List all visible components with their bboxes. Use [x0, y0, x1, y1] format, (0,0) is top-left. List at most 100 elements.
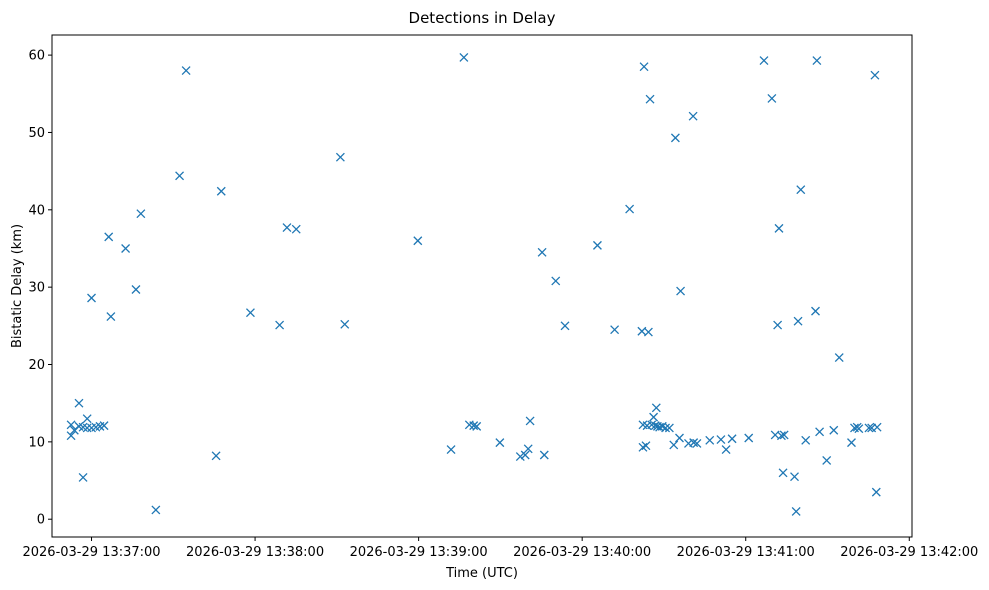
data-point [676, 286, 686, 296]
x-tick-label: 2026-03-29 13:39:00 [350, 545, 488, 560]
data-point [871, 487, 881, 497]
data-point [469, 421, 479, 431]
data-point [692, 438, 702, 448]
data-point [854, 424, 864, 434]
y-tick-label: 40 [28, 203, 45, 218]
data-point [796, 185, 806, 195]
plot-area-frame [51, 34, 913, 538]
data-point [870, 70, 880, 80]
data-point [78, 472, 88, 482]
data-point [815, 427, 825, 437]
data-point [131, 285, 141, 294]
data-point [716, 435, 726, 444]
data-point [104, 232, 114, 242]
data-point [625, 204, 635, 214]
data-point [779, 430, 789, 440]
data-point [136, 209, 146, 219]
x-tick-label: 2026-03-29 13:37:00 [22, 545, 160, 560]
data-point [74, 398, 84, 408]
data-point [872, 422, 882, 432]
data-point [638, 442, 648, 452]
data-point [688, 111, 698, 121]
data-point [151, 505, 161, 515]
data-point [727, 434, 737, 444]
x-axis-label: Time (UTC) [445, 566, 518, 581]
data-point [812, 56, 822, 65]
chart-title: Detections in Delay [409, 9, 556, 27]
y-axis-label: Bistatic Delay (km) [10, 224, 25, 348]
y-tick-label: 30 [28, 281, 45, 296]
data-point [847, 438, 856, 448]
data-point [661, 423, 671, 433]
y-tick-label: 10 [28, 435, 45, 450]
data-point [87, 293, 96, 303]
y-axis-ticks: 0 10 20 30 40 50 60 [28, 49, 52, 528]
data-point [834, 353, 844, 363]
data-point [525, 416, 535, 426]
data-point [610, 325, 620, 335]
data-point [793, 316, 803, 326]
data-point [639, 62, 649, 72]
data-point [670, 133, 680, 143]
data-point [689, 438, 699, 448]
data-point [515, 452, 525, 462]
x-tick-label: 2026-03-29 13:42:00 [840, 545, 978, 560]
data-point [560, 321, 570, 331]
data-point [275, 320, 285, 330]
data-point [459, 52, 469, 62]
data-point [675, 433, 684, 443]
data-point [66, 420, 76, 430]
data-point [335, 152, 345, 162]
data-point [721, 445, 731, 455]
data-point [495, 438, 505, 448]
data-point [664, 423, 674, 433]
x-tick-label: 2026-03-29 13:41:00 [677, 545, 815, 560]
data-point [446, 445, 456, 455]
y-tick-label: 50 [28, 126, 45, 141]
data-point [99, 421, 109, 431]
data-point [647, 420, 657, 430]
data-point [121, 244, 131, 253]
data-point [776, 431, 786, 441]
y-tick-label: 60 [28, 49, 45, 64]
data-point [175, 171, 185, 181]
data-point [537, 247, 547, 257]
data-point [66, 431, 76, 441]
data-point [592, 240, 602, 250]
data-point [744, 433, 754, 443]
data-points [66, 52, 882, 516]
data-point [822, 455, 832, 465]
data-point [778, 468, 788, 478]
data-point [282, 223, 292, 233]
data-point [181, 66, 191, 76]
data-point [641, 441, 651, 451]
data-point [216, 186, 226, 196]
x-axis-ticks: 2026-03-29 13:37:00 2026-03-29 13:38:00 20… [22, 537, 978, 560]
data-point [82, 414, 92, 424]
data-point [551, 276, 561, 286]
data-point [520, 450, 530, 460]
data-point [651, 403, 661, 413]
data-point [774, 223, 784, 233]
data-point [106, 312, 116, 322]
data-point [645, 94, 655, 104]
data-point [790, 472, 799, 482]
data-point [767, 93, 777, 103]
x-tick-label: 2026-03-29 13:40:00 [513, 545, 651, 560]
data-point [291, 224, 301, 234]
y-tick-label: 20 [28, 358, 45, 373]
data-point [413, 236, 423, 246]
data-point [829, 425, 839, 435]
data-point [705, 435, 715, 445]
data-point [773, 320, 783, 330]
data-point [211, 451, 221, 461]
data-point [649, 412, 659, 422]
data-point [82, 423, 92, 433]
data-point [523, 444, 533, 454]
data-point [245, 308, 255, 318]
data-point [340, 319, 350, 329]
data-point [472, 421, 482, 431]
data-point [539, 450, 549, 460]
data-point [791, 507, 801, 516]
